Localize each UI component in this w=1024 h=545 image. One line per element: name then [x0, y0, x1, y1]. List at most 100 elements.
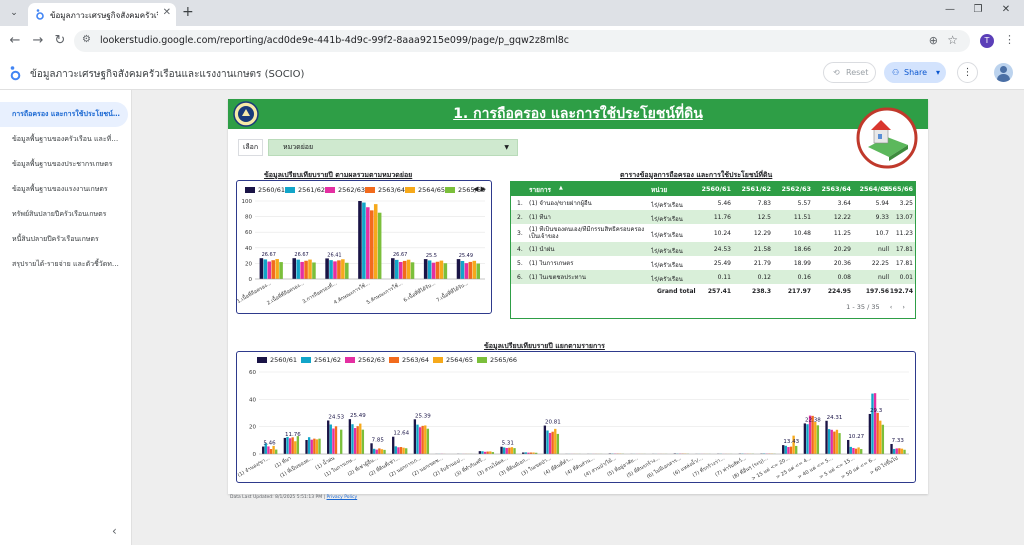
- row-item: (1) ในการเกษตร: [529, 259, 574, 267]
- more-options-icon[interactable]: ⋮: [957, 62, 978, 83]
- close-icon[interactable]: ✕: [162, 7, 171, 18]
- y-tick-label: 60: [249, 370, 256, 376]
- legend-swatch: [285, 187, 295, 193]
- bar: [398, 261, 403, 279]
- bar-value-label: 25.49: [350, 413, 366, 419]
- browser-tab[interactable]: ข้อมูลภาวะเศรษฐกิจสังคมครัวเรือนและแรงงา…: [28, 3, 176, 26]
- sidebar-item-population[interactable]: ข้อมูลพื้นฐานของประชากรเกษตร: [12, 160, 113, 168]
- legend-item[interactable]: 2562/63: [345, 356, 385, 364]
- header-2562[interactable]: 2562/63: [781, 185, 811, 193]
- privacy-policy-link[interactable]: Privacy Policy: [326, 495, 358, 500]
- x-tick-label: 6.เนื้อที่ที่ได้รับ...: [401, 278, 437, 304]
- chevron-left-icon[interactable]: ‹: [112, 524, 117, 538]
- row-value: 21.79: [753, 259, 771, 267]
- forward-icon[interactable]: →: [32, 33, 44, 48]
- data-updated-note: Data Last Updated: 8/1/2025 5:51:13 PM |…: [230, 495, 358, 500]
- bookmark-star-icon[interactable]: ☆: [947, 33, 958, 47]
- header-2561[interactable]: 2561/62: [741, 185, 771, 193]
- row-value: 5.46: [717, 199, 731, 207]
- legend-item[interactable]: 2564/65: [433, 356, 473, 364]
- bar: [263, 259, 268, 279]
- bar: [854, 448, 858, 454]
- share-button[interactable]: ⚇ Share ▾: [884, 62, 946, 83]
- new-tab-icon[interactable]: +: [182, 4, 194, 20]
- bar: [472, 260, 477, 279]
- zoom-icon[interactable]: ⊕: [928, 34, 938, 47]
- browser-menu-icon[interactable]: ⋮: [1004, 33, 1015, 46]
- header-2560[interactable]: 2560/61: [701, 185, 731, 193]
- bar: [827, 429, 831, 454]
- restore-icon[interactable]: ❐: [973, 4, 983, 15]
- legend-item[interactable]: 2565/66: [445, 186, 485, 194]
- sidebar-item-assets[interactable]: ทรัพย์สินปลายปีครัวเรือนเกษตร: [12, 210, 107, 218]
- bar: [543, 425, 547, 454]
- bar: [334, 426, 338, 454]
- row-value: 12.5: [757, 213, 771, 221]
- legend-item[interactable]: 2562/63: [325, 186, 365, 194]
- bar: [847, 439, 850, 454]
- y-tick-label: 40: [245, 246, 252, 252]
- sidebar-item-labor[interactable]: ข้อมูลพื้นฐานของแรงงานเกษตร: [12, 185, 108, 193]
- ministry-emblem-icon: [233, 101, 259, 127]
- sort-icon[interactable]: ▲: [559, 185, 563, 191]
- back-icon[interactable]: ←: [9, 33, 21, 48]
- looker-studio-logo-icon[interactable]: [9, 65, 21, 81]
- bar: [803, 423, 807, 454]
- bar: [486, 451, 489, 454]
- header-2563[interactable]: 2563/64: [821, 185, 851, 193]
- bar: [524, 452, 527, 454]
- subcategory-bar-chart: 2560/61 2561/62 2562/63 2563/64 2564/65 2565/…: [236, 180, 492, 314]
- bar-value-label: 5.31: [502, 441, 514, 447]
- bar: [435, 261, 440, 279]
- reset-button[interactable]: ⟲ Reset: [823, 62, 876, 83]
- row-value: 0.16: [797, 273, 811, 281]
- row-value: null: [878, 245, 889, 253]
- sidebar-item-household[interactable]: ข้อมูลพื้นฐานของครัวเรือน และที่อยู่อาศั…: [12, 135, 128, 143]
- sidebar-item-land-holding[interactable]: การถือครอง และการใช้ประโยชน์ที่ดิน: [0, 102, 128, 127]
- sidebar-item-debt[interactable]: หนี้สินปลายปีครัวเรือนเกษตร: [12, 235, 99, 243]
- bar: [391, 258, 395, 279]
- bar: [373, 204, 378, 279]
- bar: [370, 210, 374, 279]
- table-title: ตารางข้อมูลการถือครอง และการใช้ประโยชน์ท…: [620, 171, 773, 179]
- chevron-left-icon[interactable]: ‹: [889, 303, 893, 311]
- legend-item[interactable]: 2560/61: [245, 186, 285, 194]
- legend-label: 2564/65: [418, 186, 446, 194]
- chevron-right-icon[interactable]: ›: [902, 303, 905, 311]
- legend-label: 2565/66: [458, 186, 486, 194]
- chevron-down-icon[interactable]: ▾: [935, 68, 940, 77]
- row-value: 9.33: [875, 213, 889, 221]
- header-unit[interactable]: หน่วย: [651, 186, 668, 194]
- header-2564[interactable]: 2564/65: [859, 185, 889, 193]
- row-item: (1) จำนอง/ขายฝากผู้อื่น: [529, 199, 592, 207]
- legend-item[interactable]: 2561/62: [301, 356, 341, 364]
- legend-pager-icon[interactable]: ◀ ▶: [473, 185, 486, 193]
- browser-profile-avatar[interactable]: T: [980, 34, 994, 48]
- bar-value-label: 26.67: [294, 252, 308, 258]
- address-bar[interactable]: ⚙ lookerstudio.google.com/reporting/acd0…: [74, 30, 970, 52]
- legend-item[interactable]: 2565/66: [477, 356, 517, 364]
- tab-search-icon[interactable]: ⌄: [10, 8, 18, 18]
- window-close-icon[interactable]: ✕: [1001, 4, 1011, 15]
- report-title[interactable]: ข้อมูลภาวะเศรษฐกิจสังคมครัวเรือนและแรงงา…: [30, 69, 305, 80]
- legend-item[interactable]: 2563/64: [365, 186, 405, 194]
- bar: [782, 445, 785, 454]
- legend-item[interactable]: 2560/61: [257, 356, 297, 364]
- bar: [849, 446, 852, 454]
- row-value: 17.81: [895, 245, 913, 253]
- legend-item[interactable]: 2563/64: [389, 356, 429, 364]
- table-row: 1. (1) จำนอง/ขายฝากผู้อื่น ไร่/ครัวเรือน 5.…: [511, 196, 915, 210]
- bar: [375, 449, 378, 454]
- bar: [825, 420, 828, 454]
- category-filter-dropdown[interactable]: หมวดย่อย ▼: [268, 139, 518, 156]
- sidebar-item-income-summary[interactable]: สรุปรายได้-รายจ่าย และตัวชี้วัดทางเศรษฐก…: [12, 260, 128, 268]
- minimize-icon[interactable]: —: [945, 4, 955, 15]
- site-settings-icon[interactable]: ⚙: [82, 34, 91, 45]
- avatar[interactable]: [994, 63, 1013, 82]
- header-2565[interactable]: 2565/66: [883, 185, 913, 193]
- legend-item[interactable]: 2564/65: [405, 186, 445, 194]
- header-item[interactable]: รายการ: [529, 186, 552, 194]
- reload-icon[interactable]: ↻: [54, 33, 66, 48]
- legend-item[interactable]: 2561/62: [285, 186, 325, 194]
- legend-swatch: [245, 187, 255, 193]
